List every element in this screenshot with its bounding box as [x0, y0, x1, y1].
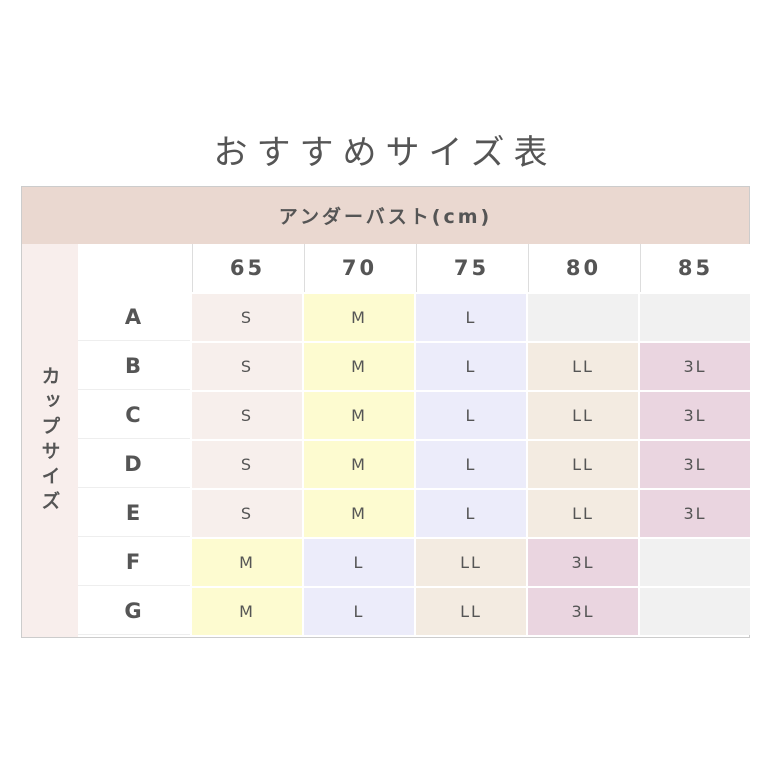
- size-cell: [528, 294, 638, 341]
- size-cell: L: [416, 490, 526, 537]
- cup-size-label: カップサイズ: [38, 365, 61, 516]
- size-cell: L: [304, 588, 414, 635]
- column-header: 70: [304, 244, 414, 292]
- size-cell: LL: [528, 441, 638, 488]
- size-cell: L: [304, 539, 414, 586]
- size-cell: L: [416, 294, 526, 341]
- under-bust-header: アンダーバスト(cm): [22, 187, 749, 244]
- column-header: 75: [416, 244, 526, 292]
- row-header-cup: F: [78, 539, 190, 586]
- size-cell: [640, 294, 750, 341]
- size-cell: M: [304, 392, 414, 439]
- size-cell: LL: [416, 588, 526, 635]
- cup-size-label-column: カップサイズ: [22, 244, 78, 637]
- size-cell: [640, 539, 750, 586]
- row-header-cup: B: [78, 343, 190, 390]
- size-cell: M: [192, 539, 302, 586]
- size-cell: LL: [528, 343, 638, 390]
- row-header-cup: D: [78, 441, 190, 488]
- size-cell: S: [192, 490, 302, 537]
- size-grid: 65 70 75 80 85 A S M L B S M L LL 3L C S M L LL 3L D S M L LL 3L E S…: [78, 244, 750, 635]
- column-header: 85: [640, 244, 750, 292]
- column-header: 80: [528, 244, 638, 292]
- row-header-cup: A: [78, 294, 190, 341]
- size-cell: L: [416, 343, 526, 390]
- column-header: 65: [192, 244, 302, 292]
- size-cell: M: [304, 490, 414, 537]
- size-cell: S: [192, 441, 302, 488]
- size-cell: LL: [528, 490, 638, 537]
- row-header-cup: C: [78, 392, 190, 439]
- size-cell: S: [192, 343, 302, 390]
- size-cell: S: [192, 294, 302, 341]
- size-cell: 3L: [640, 343, 750, 390]
- size-cell: M: [304, 441, 414, 488]
- size-cell: S: [192, 392, 302, 439]
- size-cell: L: [416, 441, 526, 488]
- size-cell: L: [416, 392, 526, 439]
- size-table: アンダーバスト(cm) カップサイズ 65 70 75 80 85 A S M L B S M L LL 3…: [21, 186, 750, 638]
- size-cell: 3L: [640, 490, 750, 537]
- size-cell: M: [304, 343, 414, 390]
- size-cell: 3L: [640, 441, 750, 488]
- size-cell: 3L: [528, 539, 638, 586]
- corner-cell: [78, 244, 190, 292]
- size-cell: M: [304, 294, 414, 341]
- size-cell: 3L: [640, 392, 750, 439]
- size-cell: LL: [528, 392, 638, 439]
- row-header-cup: E: [78, 490, 190, 537]
- row-header-cup: G: [78, 588, 190, 635]
- size-cell: LL: [416, 539, 526, 586]
- size-cell: M: [192, 588, 302, 635]
- size-cell: [640, 588, 750, 635]
- size-cell: 3L: [528, 588, 638, 635]
- page-title: おすすめサイズ表: [213, 133, 557, 173]
